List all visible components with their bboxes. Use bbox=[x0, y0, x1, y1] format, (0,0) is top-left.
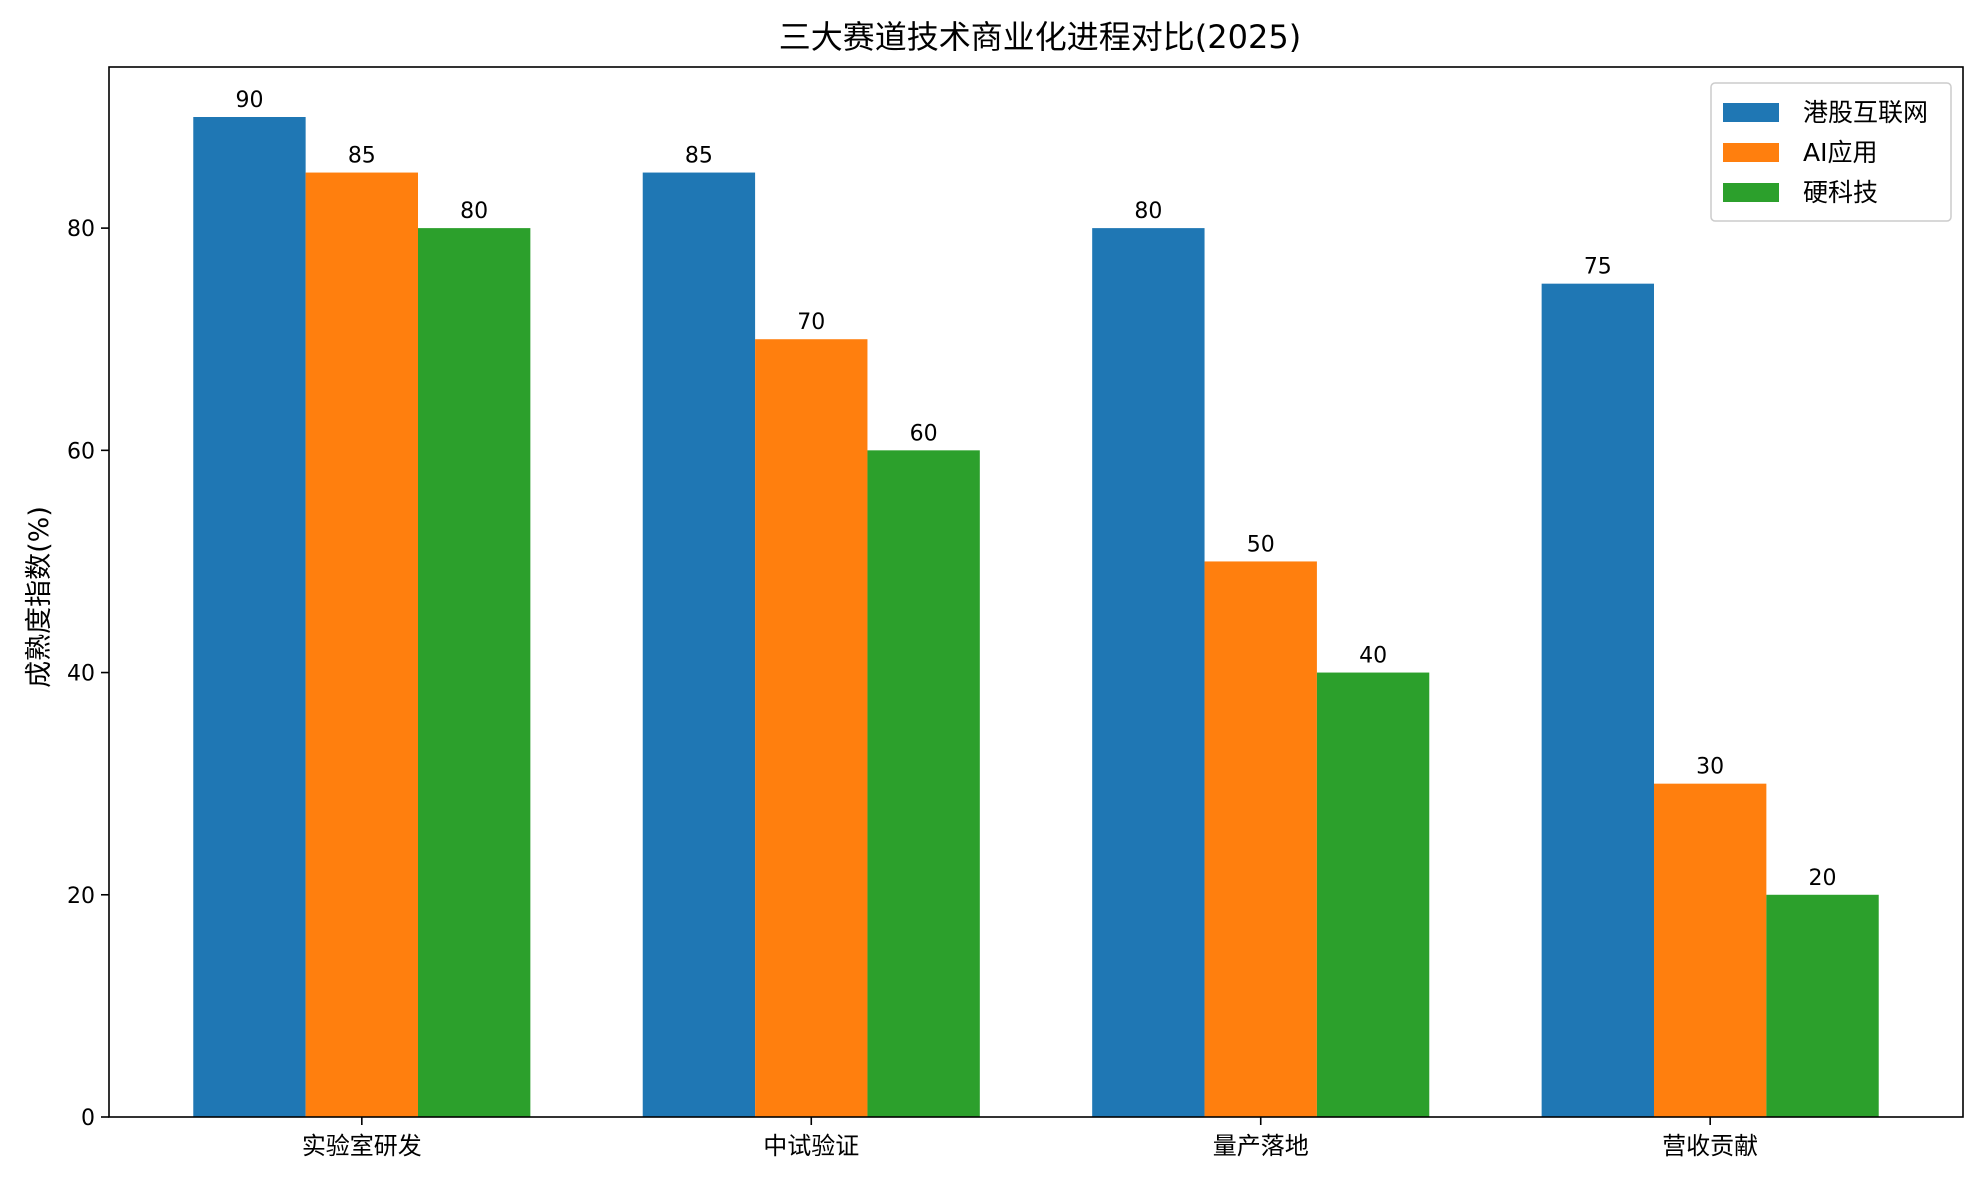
y-tick-label-4: 80 bbox=[67, 217, 95, 242]
data-label-2-2: 40 bbox=[1359, 644, 1387, 669]
bar-1-3 bbox=[1654, 783, 1767, 1117]
legend-label-1: AI应用 bbox=[1803, 138, 1877, 167]
axes: 0 20 40 60 80 实验室研发 中试验证 量产落地 营收贡献 bbox=[67, 217, 1758, 1160]
bar-1-1 bbox=[755, 339, 868, 1117]
data-label-1-1: 70 bbox=[797, 310, 825, 335]
data-label-0-1: 85 bbox=[685, 144, 713, 169]
plot-frame bbox=[108, 66, 1964, 1118]
plot-area: 90 85 80 75 85 70 50 30 80 60 40 20 bbox=[193, 88, 1879, 1118]
y-axis-label: 成熟度指数(%) bbox=[24, 506, 55, 688]
y-tick-label-3: 60 bbox=[67, 439, 95, 464]
data-label-2-3: 20 bbox=[1809, 866, 1837, 891]
bar-0-1 bbox=[642, 172, 756, 1118]
legend-label-2: 硬科技 bbox=[1803, 178, 1878, 207]
data-label-2-0: 80 bbox=[460, 199, 488, 224]
bar-2-3 bbox=[1766, 894, 1879, 1117]
data-label-0-3: 75 bbox=[1584, 255, 1612, 280]
data-label-2-1: 60 bbox=[910, 421, 938, 446]
bar-2-0 bbox=[418, 228, 531, 1118]
data-label-0-2: 80 bbox=[1134, 199, 1162, 224]
chart-title: 三大赛道技术商业化进程对比(2025) bbox=[779, 18, 1301, 56]
data-label-0-0: 90 bbox=[235, 88, 263, 113]
data-label-1-3: 30 bbox=[1696, 755, 1724, 780]
legend-swatch-1 bbox=[1723, 143, 1779, 162]
x-tick-label-2: 量产落地 bbox=[1213, 1132, 1309, 1160]
bar-0-2 bbox=[1092, 228, 1205, 1118]
data-label-1-2: 50 bbox=[1247, 532, 1275, 557]
bar-1-0 bbox=[305, 172, 418, 1118]
x-tick-label-3: 营收贡献 bbox=[1662, 1132, 1758, 1160]
legend-swatch-0 bbox=[1723, 103, 1779, 122]
bar-1-2 bbox=[1204, 561, 1317, 1117]
legend-label-0: 港股互联网 bbox=[1803, 98, 1928, 127]
y-tick-label-1: 20 bbox=[67, 884, 95, 909]
x-tick-label-0: 实验室研发 bbox=[302, 1132, 422, 1160]
y-tick-label-0: 0 bbox=[81, 1106, 95, 1131]
bar-2-2 bbox=[1316, 672, 1430, 1117]
x-tick-label-1: 中试验证 bbox=[763, 1132, 859, 1160]
y-tick-label-2: 40 bbox=[67, 662, 95, 687]
legend-swatch-2 bbox=[1723, 183, 1779, 202]
bar-0-0 bbox=[193, 117, 306, 1117]
bar-0-3 bbox=[1541, 283, 1654, 1118]
bar-2-1 bbox=[867, 450, 980, 1117]
data-label-1-0: 85 bbox=[348, 144, 376, 169]
